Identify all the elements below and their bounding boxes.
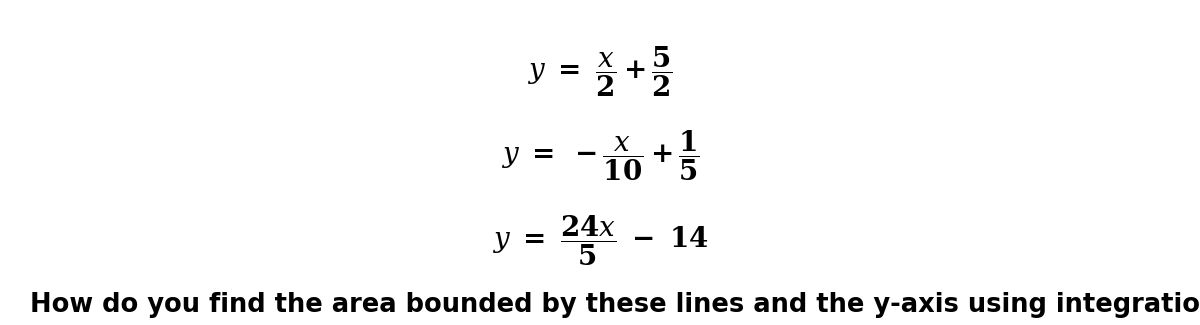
Text: $\mathbf{\mathit{y}\ =\ \dfrac{\mathit{x}}{2}+\dfrac{5}{2}}$: $\mathbf{\mathit{y}\ =\ \dfrac{\mathit{x…	[527, 44, 673, 99]
Text: How do you find the area bounded by these lines and the y-axis using integration: How do you find the area bounded by thes…	[30, 292, 1200, 318]
Text: $\mathbf{\mathit{y}\ =\ -\dfrac{\mathit{x}}{10}+\dfrac{1}{5}}$: $\mathbf{\mathit{y}\ =\ -\dfrac{\mathit{…	[500, 129, 700, 183]
Text: $\mathbf{\mathit{y}\ =\ \dfrac{24\mathit{x}}{5}\ -\ 14}$: $\mathbf{\mathit{y}\ =\ \dfrac{24\mathit…	[492, 213, 708, 268]
